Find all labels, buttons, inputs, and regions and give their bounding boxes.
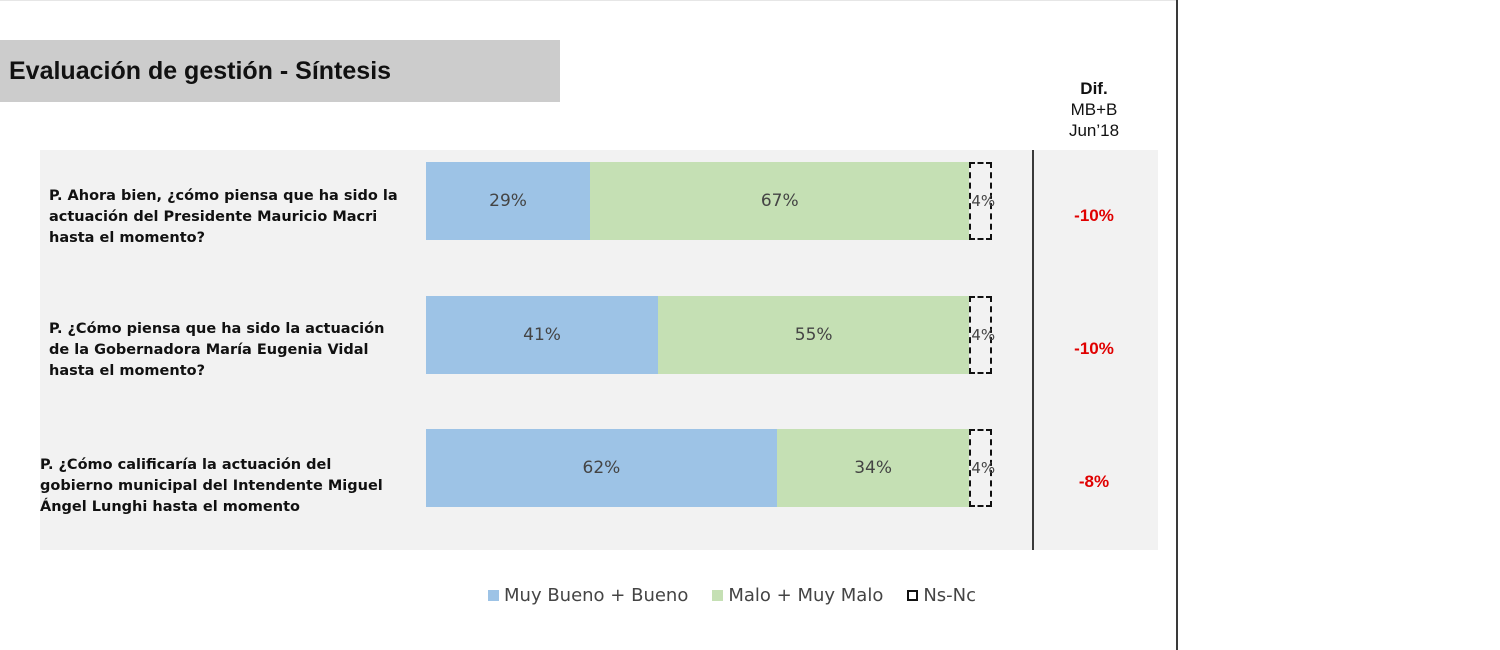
legend-label-ns: Ns-Nc xyxy=(923,585,977,606)
data-label: 4% xyxy=(971,192,996,210)
bar-segment-mm: 34% xyxy=(776,429,970,507)
data-label: 62% xyxy=(582,458,621,478)
bar-segment-ns: 4% xyxy=(969,429,996,507)
page-title: Evaluación de gestión - Síntesis xyxy=(9,56,392,85)
top-rule xyxy=(0,0,1178,1)
bar-segment-ns: 4% xyxy=(969,296,996,374)
chart-legend: Muy Bueno + Bueno Malo + Muy Malo Ns-Nc xyxy=(488,585,1000,606)
data-label: 29% xyxy=(489,191,527,211)
dif-value: -10% xyxy=(1074,339,1114,358)
bar-segment-mb: 41% xyxy=(426,296,659,374)
bar-segment-mb: 29% xyxy=(426,162,591,240)
bar-segment-mm: 55% xyxy=(658,296,970,374)
legend-item-mm: Malo + Muy Malo xyxy=(712,585,883,606)
question-label: P. ¿Cómo calificaría la actuación del go… xyxy=(40,457,383,515)
data-label: 4% xyxy=(971,326,996,344)
legend-item-mb: Muy Bueno + Bueno xyxy=(488,585,688,606)
right-rule xyxy=(1176,0,1178,650)
legend-swatch-mb xyxy=(488,590,499,601)
data-label: 55% xyxy=(794,325,833,345)
legend-swatch-mm xyxy=(712,590,724,601)
question-label: P. Ahora bien, ¿cómo piensa que ha sido … xyxy=(49,188,398,246)
dif-column-divider xyxy=(1032,150,1034,550)
data-label: 34% xyxy=(854,458,893,478)
legend-label-mb: Muy Bueno + Bueno xyxy=(504,585,689,606)
dif-header-line3: Jun’18 xyxy=(1068,121,1120,140)
bar-segment-mb: 62% xyxy=(426,429,777,507)
legend-item-ns: Ns-Nc xyxy=(907,585,976,606)
dif-header-line1: Dif. xyxy=(1080,79,1108,98)
dif-column-header: Dif. MB+B Jun’18 xyxy=(1040,78,1148,141)
dif-value: -8% xyxy=(1078,472,1110,491)
data-label: 4% xyxy=(971,459,996,477)
data-label: 67% xyxy=(760,191,799,211)
title-banner: Evaluación de gestión - Síntesis xyxy=(0,40,560,102)
dif-header-line2: MB+B xyxy=(1070,100,1118,119)
question-label: P. ¿Cómo piensa que ha sido la actuación… xyxy=(49,321,385,379)
legend-swatch-ns xyxy=(907,590,919,601)
bar-segment-ns: 4% xyxy=(969,162,996,240)
data-label: 41% xyxy=(523,325,561,345)
legend-label-mm: Malo + Muy Malo xyxy=(728,585,884,606)
bar-segment-mm: 67% xyxy=(590,162,970,240)
dif-value: -10% xyxy=(1074,206,1114,225)
